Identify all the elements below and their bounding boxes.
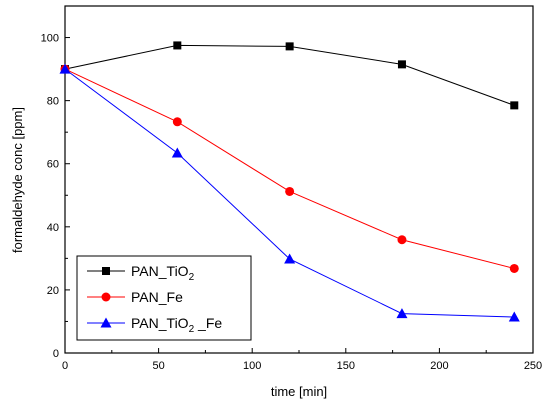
data-point [510,101,519,110]
legend: PAN_TiO2 PAN_Fe PAN_TiO2 _Fe [76,255,252,341]
legend-label: PAN_Fe [131,289,183,305]
data-point [509,263,519,273]
legend-label: PAN_TiO2 _Fe [131,315,222,335]
legend-swatch-marker [100,317,112,328]
legend-label: PAN_TiO2 [131,263,195,283]
data-point [172,117,182,127]
y-tick-label: 60 [47,159,59,171]
x-axis-title: time [min] [271,384,327,399]
x-tick-label: 0 [62,360,68,372]
y-tick-label: 100 [41,33,59,45]
data-point [173,41,182,50]
x-tick-label: 250 [524,360,542,372]
x-tick-label: 50 [152,360,164,372]
x-tick-label: 100 [243,360,261,372]
data-point [171,147,183,158]
y-tick-label: 80 [47,96,59,108]
data-point [285,42,294,51]
legend-swatch-marker [102,267,110,275]
y-tick-label: 40 [47,222,59,234]
y-axis: 0 20 40 60 80 100 [41,33,70,360]
x-axis: 0 50 100 150 200 250 [62,348,542,372]
x-tick-label: 150 [337,360,355,372]
x-tick-label: 200 [430,360,448,372]
data-point [285,186,295,196]
legend-item: PAN_TiO2 _Fe [87,315,222,335]
y-axis-title: formaldehyde conc [ppm] [10,107,25,253]
data-point [397,235,407,245]
y-tick-label: 0 [53,348,59,360]
legend-item: PAN_Fe [87,289,183,305]
y-tick-label: 20 [47,285,59,297]
data-point [396,308,408,319]
data-point [59,63,71,74]
data-point [508,311,520,322]
legend-item: PAN_TiO2 [87,263,195,283]
data-point [397,60,406,69]
legend-swatch-marker [101,292,111,302]
data-point [284,253,296,264]
series-layer [59,41,520,322]
series-2 [59,63,520,322]
